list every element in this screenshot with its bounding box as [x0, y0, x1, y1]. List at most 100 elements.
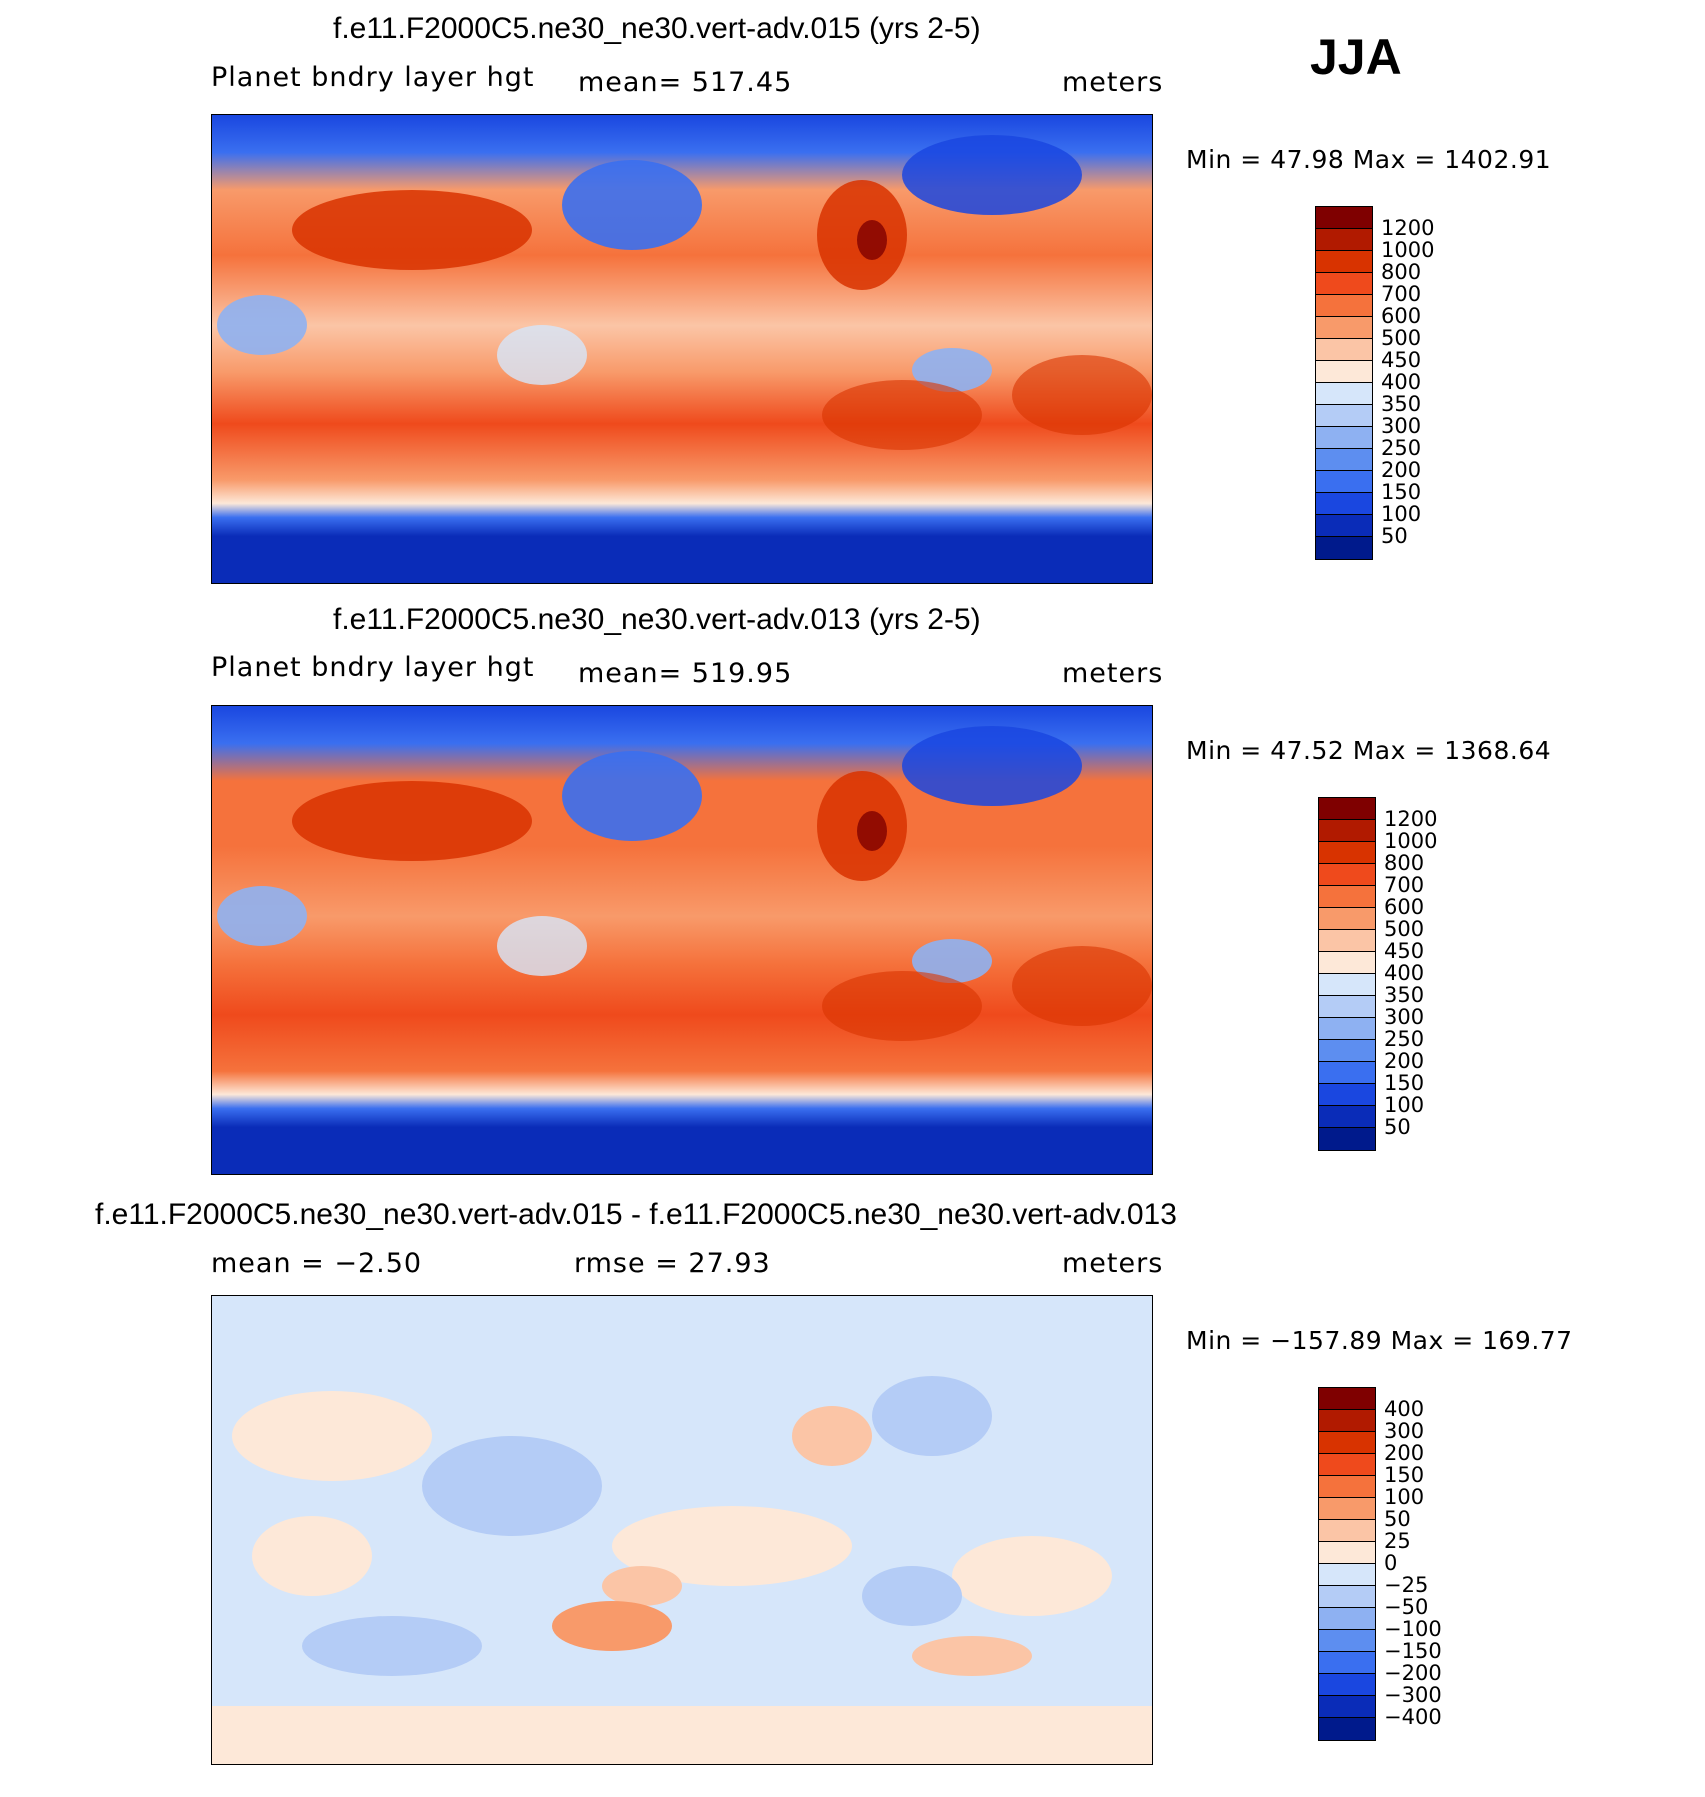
colorbar-swatch [1316, 229, 1372, 251]
colorbar-swatch [1319, 1542, 1375, 1564]
colorbar-tick-label: 400 [1384, 961, 1425, 985]
colorbar-tick-label: 50 [1384, 1507, 1411, 1531]
colorbar-swatch [1316, 251, 1372, 273]
colorbar-tick-label: 150 [1384, 1463, 1425, 1487]
colorbar-swatch [1316, 427, 1372, 449]
colorbar-tick-label: 200 [1381, 458, 1422, 482]
panel-3-map [211, 1295, 1153, 1765]
panel-1-map-field [212, 115, 1152, 583]
colorbar-swatch [1319, 1106, 1375, 1128]
panel-2-minmax: Min = 47.52 Max = 1368.64 [1186, 736, 1552, 765]
colorbar-swatch [1316, 273, 1372, 295]
colorbar-swatch [1316, 339, 1372, 361]
colorbar-swatch [1316, 493, 1372, 515]
colorbar-swatch [1319, 1520, 1375, 1542]
colorbar-tick-label: −150 [1384, 1639, 1442, 1663]
panel-1-variable-label: Planet bndry layer hgt [211, 62, 535, 93]
colorbar-swatch [1319, 1062, 1375, 1084]
panel-1-colorbar [1315, 206, 1373, 560]
colorbar-swatch [1319, 886, 1375, 908]
colorbar-tick-label: 350 [1381, 392, 1422, 416]
panel-1-map [211, 114, 1153, 584]
colorbar-swatch [1319, 1586, 1375, 1608]
colorbar-swatch [1319, 996, 1375, 1018]
colorbar-tick-label: −200 [1384, 1661, 1442, 1685]
colorbar-swatch [1319, 1674, 1375, 1696]
colorbar-swatch [1319, 798, 1375, 820]
colorbar-tick-label: 1200 [1384, 807, 1438, 831]
colorbar-tick-label: 350 [1384, 983, 1425, 1007]
colorbar-swatch [1319, 930, 1375, 952]
panel-3-mean-label: mean = −2.50 [211, 1248, 423, 1279]
colorbar-swatch [1316, 361, 1372, 383]
panel-3-minmax: Min = −157.89 Max = 169.77 [1186, 1326, 1573, 1355]
colorbar-swatch [1316, 383, 1372, 405]
colorbar-swatch [1319, 1696, 1375, 1718]
colorbar-tick-label: 100 [1381, 502, 1422, 526]
colorbar-tick-label: 150 [1381, 480, 1422, 504]
panel-3-colorbar [1318, 1387, 1376, 1741]
colorbar-tick-label: −400 [1384, 1705, 1442, 1729]
panel-3-title: f.e11.F2000C5.ne30_ne30.vert-adv.015 - f… [95, 1198, 1177, 1231]
colorbar-swatch [1319, 1476, 1375, 1498]
panel-2-map-field [212, 706, 1152, 1174]
colorbar-tick-label: 800 [1381, 260, 1422, 284]
colorbar-tick-label: −50 [1384, 1595, 1429, 1619]
colorbar-swatch [1319, 864, 1375, 886]
colorbar-tick-label: 400 [1381, 370, 1422, 394]
colorbar-swatch [1316, 449, 1372, 471]
colorbar-swatch [1319, 1084, 1375, 1106]
colorbar-swatch [1316, 207, 1372, 229]
colorbar-swatch [1319, 952, 1375, 974]
panel-3-rmse-label: rmse = 27.93 [574, 1248, 771, 1279]
colorbar-swatch [1319, 1388, 1375, 1410]
colorbar-tick-label: 200 [1384, 1441, 1425, 1465]
colorbar-tick-label: 700 [1381, 282, 1422, 306]
colorbar-swatch [1319, 1432, 1375, 1454]
colorbar-tick-label: 50 [1384, 1115, 1411, 1139]
colorbar-tick-label: 300 [1384, 1419, 1425, 1443]
colorbar-swatch [1316, 317, 1372, 339]
colorbar-tick-label: 800 [1384, 851, 1425, 875]
colorbar-tick-label: 450 [1384, 939, 1425, 963]
panel-1-units-label: meters [1062, 67, 1164, 98]
colorbar-tick-label: 600 [1381, 304, 1422, 328]
colorbar-swatch [1316, 537, 1372, 559]
colorbar-tick-label: −100 [1384, 1617, 1442, 1641]
colorbar-swatch [1319, 1498, 1375, 1520]
colorbar-swatch [1319, 1630, 1375, 1652]
panel-1-title: f.e11.F2000C5.ne30_ne30.vert-adv.015 (yr… [333, 12, 981, 45]
colorbar-swatch [1319, 1128, 1375, 1150]
colorbar-swatch [1319, 1608, 1375, 1630]
colorbar-swatch [1316, 295, 1372, 317]
colorbar-swatch [1319, 908, 1375, 930]
colorbar-tick-label: 700 [1384, 873, 1425, 897]
colorbar-tick-label: 25 [1384, 1529, 1411, 1553]
panel-2-map [211, 705, 1153, 1175]
colorbar-tick-label: 100 [1384, 1485, 1425, 1509]
panel-1-minmax: Min = 47.98 Max = 1402.91 [1186, 145, 1552, 174]
panel-3-units-label: meters [1062, 1248, 1164, 1279]
colorbar-swatch [1319, 1652, 1375, 1674]
colorbar-tick-label: 150 [1384, 1071, 1425, 1095]
panel-2-title: f.e11.F2000C5.ne30_ne30.vert-adv.013 (yr… [333, 603, 981, 636]
colorbar-tick-label: 600 [1384, 895, 1425, 919]
colorbar-swatch [1316, 515, 1372, 537]
colorbar-tick-label: −25 [1384, 1573, 1429, 1597]
colorbar-tick-label: 200 [1384, 1049, 1425, 1073]
colorbar-swatch [1316, 405, 1372, 427]
colorbar-swatch [1319, 1410, 1375, 1432]
panel-1-mean-label: mean= 517.45 [578, 67, 793, 98]
panel-2-colorbar [1318, 797, 1376, 1151]
colorbar-swatch [1319, 842, 1375, 864]
colorbar-tick-label: 0 [1384, 1551, 1398, 1575]
colorbar-tick-label: 300 [1381, 414, 1422, 438]
colorbar-tick-label: 250 [1384, 1027, 1425, 1051]
colorbar-swatch [1319, 974, 1375, 996]
colorbar-swatch [1316, 471, 1372, 493]
colorbar-tick-label: 450 [1381, 348, 1422, 372]
colorbar-swatch [1319, 1040, 1375, 1062]
colorbar-swatch [1319, 1018, 1375, 1040]
colorbar-swatch [1319, 1564, 1375, 1586]
colorbar-tick-label: 100 [1384, 1093, 1425, 1117]
